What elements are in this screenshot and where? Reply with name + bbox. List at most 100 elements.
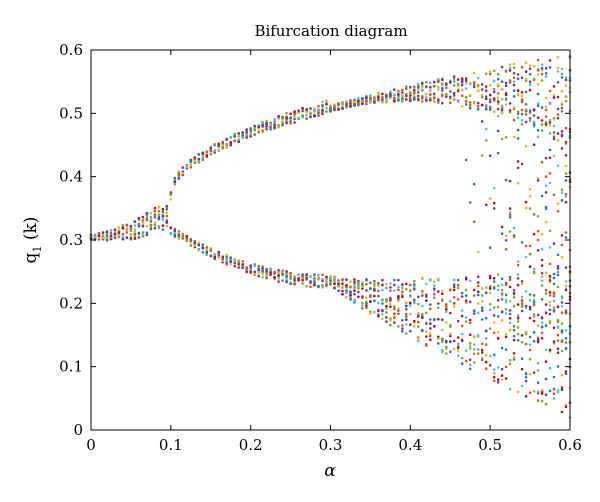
data-point	[233, 258, 236, 261]
data-point	[556, 390, 560, 394]
data-point	[361, 285, 364, 289]
data-point	[500, 283, 504, 287]
data-point	[556, 56, 560, 59]
data-point	[536, 229, 540, 233]
data-point	[133, 228, 137, 231]
data-point	[472, 82, 476, 86]
data-point	[460, 88, 464, 92]
data-point	[464, 349, 468, 353]
data-point	[413, 300, 416, 303]
data-point	[548, 348, 552, 352]
data-point	[421, 328, 424, 332]
data-point	[225, 261, 228, 264]
data-point	[393, 313, 396, 317]
data-point	[121, 223, 125, 227]
data-point	[381, 298, 384, 302]
data-point	[237, 132, 240, 135]
data-point	[472, 288, 476, 292]
data-point	[281, 116, 284, 120]
data-point	[500, 288, 504, 292]
data-point	[508, 207, 512, 210]
data-point	[449, 350, 452, 354]
data-point	[385, 300, 388, 303]
data-point	[225, 142, 228, 146]
data-point	[401, 91, 404, 94]
data-point	[277, 280, 280, 283]
data-point	[492, 187, 496, 190]
data-point	[504, 248, 508, 251]
data-point	[492, 371, 496, 375]
data-point	[357, 103, 360, 107]
data-point	[345, 286, 348, 289]
data-point	[197, 248, 201, 252]
data-point	[157, 217, 161, 221]
data-point	[257, 271, 261, 275]
data-point	[405, 287, 408, 291]
data-point	[544, 67, 548, 70]
data-point	[97, 238, 101, 241]
data-point	[217, 256, 220, 259]
data-point	[536, 336, 540, 339]
data-point	[516, 332, 520, 336]
data-point	[313, 283, 316, 287]
data-point	[393, 88, 396, 91]
data-point	[536, 58, 540, 62]
data-point	[524, 90, 528, 94]
y-tick-label: 0.6	[59, 41, 83, 59]
data-point	[377, 281, 380, 285]
data-point	[524, 342, 528, 346]
data-point	[484, 95, 488, 98]
data-point	[492, 276, 496, 280]
data-point	[528, 299, 532, 302]
data-point	[369, 300, 372, 303]
data-point	[253, 133, 256, 136]
data-point	[129, 224, 133, 228]
data-point	[361, 301, 364, 305]
data-point	[468, 333, 472, 337]
data-point	[556, 267, 560, 270]
data-point	[484, 360, 488, 364]
data-point	[488, 70, 492, 74]
data-point	[452, 278, 456, 282]
data-point	[472, 220, 476, 223]
data-point	[460, 332, 464, 336]
data-point	[532, 77, 536, 81]
data-point	[564, 266, 568, 269]
data-point	[433, 292, 436, 296]
data-point	[520, 91, 524, 94]
data-point	[205, 250, 209, 253]
data-point	[241, 263, 244, 266]
data-point	[209, 249, 213, 252]
data-point	[317, 111, 320, 114]
data-point	[468, 344, 472, 348]
data-point	[492, 314, 496, 317]
data-point	[313, 278, 316, 282]
data-point	[285, 272, 288, 275]
data-point	[425, 80, 428, 84]
data-point	[560, 329, 564, 332]
data-point	[516, 277, 520, 280]
data-point	[373, 294, 376, 298]
data-point	[480, 351, 484, 354]
data-point	[560, 76, 564, 79]
data-point	[293, 110, 296, 114]
data-point	[460, 362, 464, 366]
data-point	[532, 114, 536, 117]
data-point	[544, 175, 548, 178]
data-point	[413, 325, 416, 328]
data-point	[452, 97, 456, 100]
data-point	[353, 98, 356, 102]
data-point	[476, 83, 480, 87]
data-point	[285, 121, 288, 125]
data-point	[544, 108, 548, 112]
data-point	[133, 220, 137, 223]
data-point	[564, 310, 568, 314]
data-point	[508, 317, 512, 320]
data-point	[373, 282, 376, 286]
data-point	[492, 379, 496, 383]
data-point	[381, 96, 384, 99]
data-point	[417, 325, 420, 329]
data-point	[532, 319, 536, 323]
data-point	[353, 289, 356, 293]
data-point	[496, 114, 500, 118]
